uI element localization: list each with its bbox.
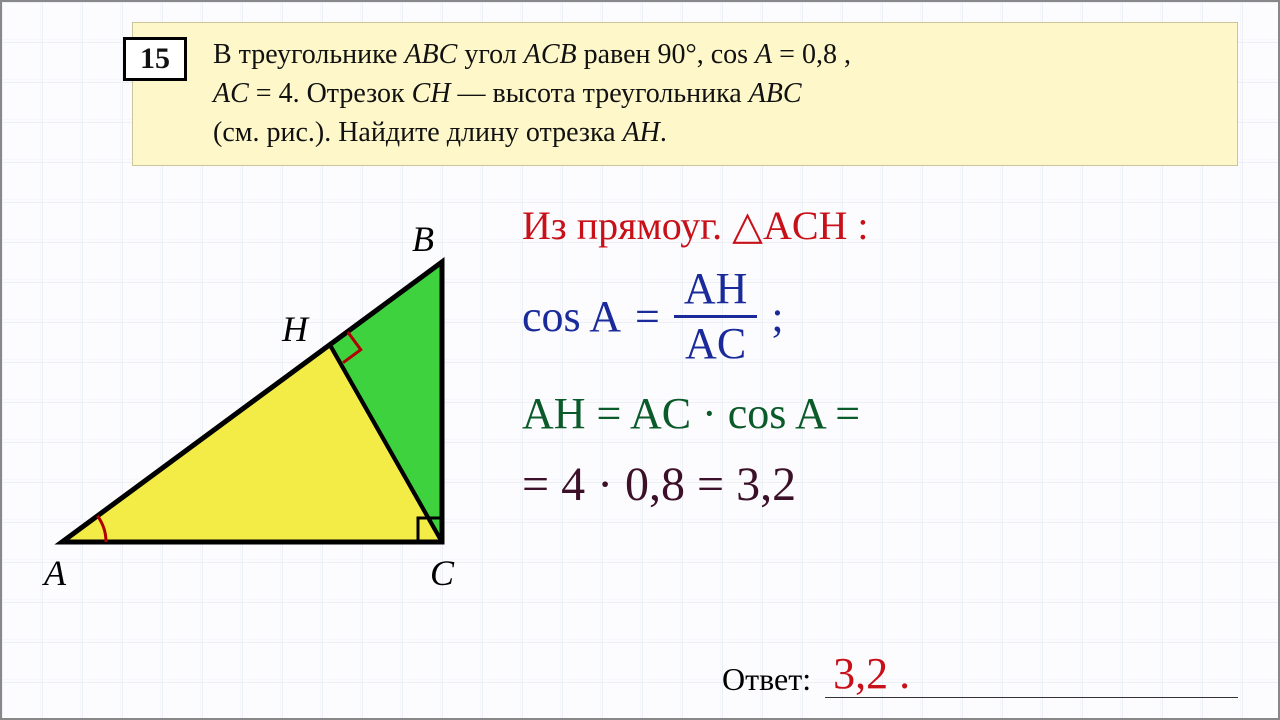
triangle-svg	[42, 212, 482, 612]
vertex-label-C: C	[430, 552, 454, 594]
working-line-3: AH = AC · cos A =	[522, 388, 1242, 439]
working-line-1: Из прямоуг. △ACH :	[522, 202, 1242, 249]
answer-row: Ответ: 3,2 .	[722, 654, 1238, 698]
vertex-label-H: H	[282, 308, 308, 350]
problem-number: 15	[123, 37, 187, 81]
answer-blank: 3,2 .	[825, 654, 1238, 698]
working-line-2: cos A = AH AC ;	[522, 267, 1242, 366]
solution-work: Из прямоуг. △ACH : cos A = AH AC ; AH = …	[522, 202, 1242, 530]
answer-label: Ответ:	[722, 661, 811, 698]
vertex-label-B: B	[412, 218, 434, 260]
problem-text: В треугольнике ABC угол ACB равен 90°, c…	[213, 35, 1219, 153]
problem-box: 15 В треугольнике ABC угол ACB равен 90°…	[132, 22, 1238, 166]
triangle-figure: A C B H	[42, 212, 482, 612]
answer-value: 3,2 .	[833, 648, 910, 699]
vertex-label-A: A	[44, 552, 66, 594]
working-line-4: = 4 · 0,8 = 3,2	[522, 457, 1242, 512]
